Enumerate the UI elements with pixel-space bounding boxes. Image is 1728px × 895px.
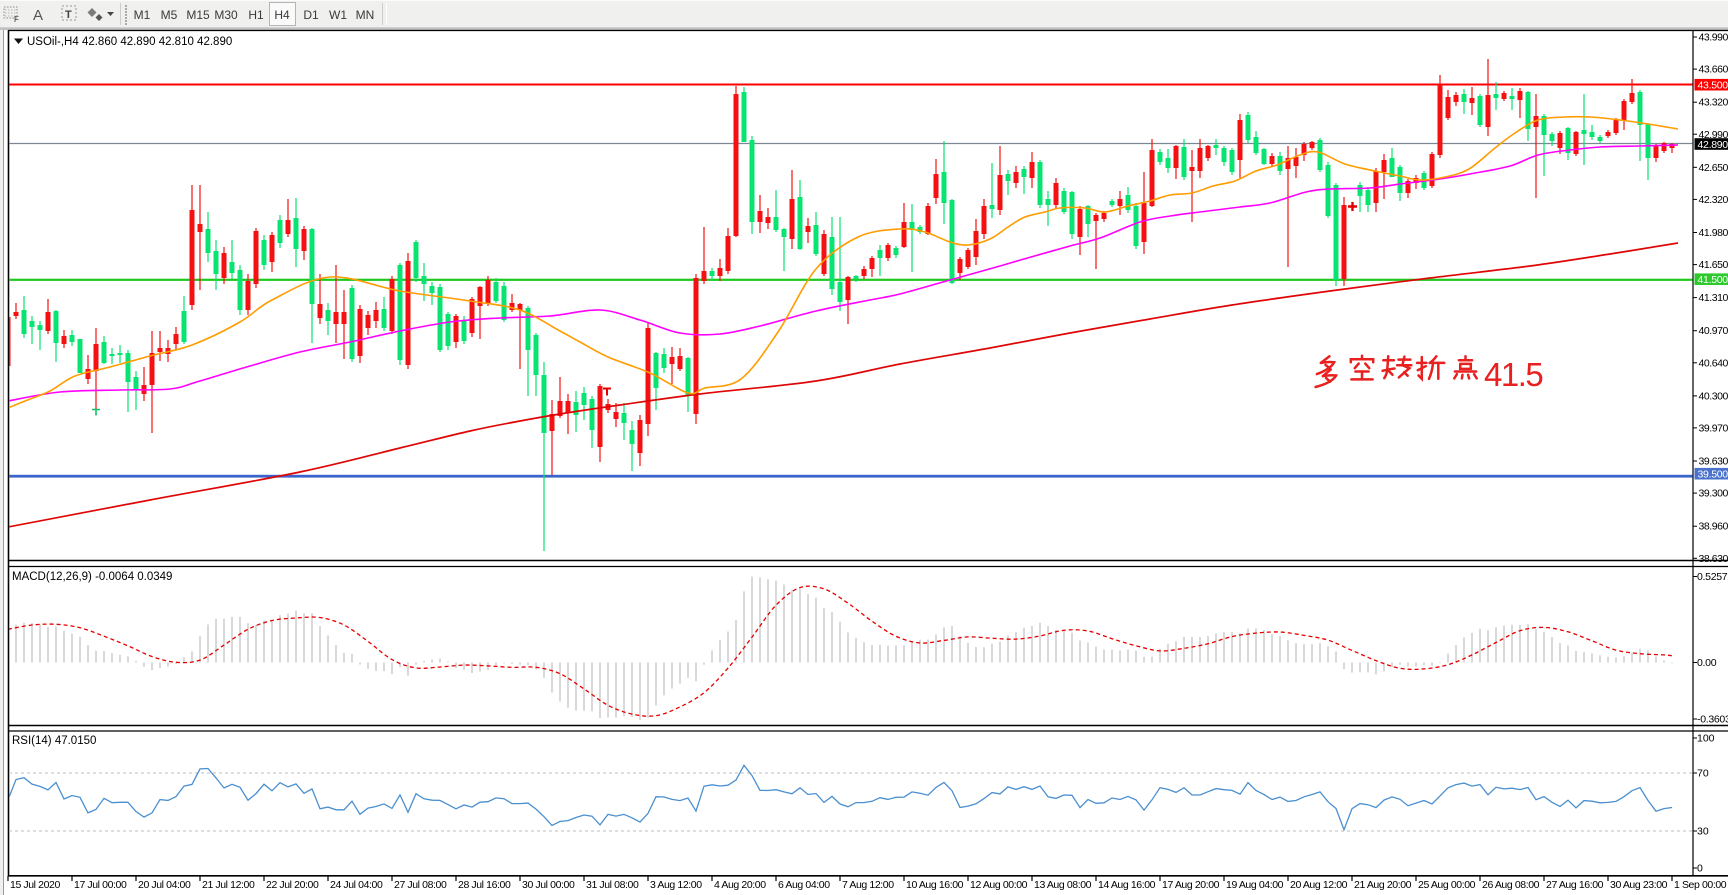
svg-text:43.500: 43.500 [1698,80,1728,92]
svg-text:T: T [65,9,72,21]
svg-text:39.500: 39.500 [1698,469,1728,481]
svg-text:H4: H4 [274,8,290,22]
svg-text:26 Aug 08:00: 26 Aug 08:00 [1482,879,1540,891]
svg-text:6 Aug 04:00: 6 Aug 04:00 [778,879,830,891]
svg-text:43.320: 43.320 [1699,97,1728,109]
svg-text:31 Jul 08:00: 31 Jul 08:00 [586,879,639,891]
svg-text:MN: MN [356,8,375,22]
svg-text:7 Aug 12:00: 7 Aug 12:00 [842,879,894,891]
svg-text:12 Aug 00:00: 12 Aug 00:00 [970,879,1028,891]
svg-text:1 Sep 00:00: 1 Sep 00:00 [1674,879,1727,891]
svg-text:40.300: 40.300 [1699,390,1728,402]
svg-text:39.970: 39.970 [1699,422,1728,434]
svg-text:20 Jul 04:00: 20 Jul 04:00 [138,879,191,891]
svg-text:22 Jul 20:00: 22 Jul 20:00 [266,879,319,891]
svg-text:M30: M30 [214,8,238,22]
svg-text:H1: H1 [248,8,264,22]
svg-text:14 Aug 16:00: 14 Aug 16:00 [1098,879,1156,891]
svg-text:10 Aug 16:00: 10 Aug 16:00 [906,879,964,891]
svg-text:39.300: 39.300 [1699,488,1728,500]
svg-text:0: 0 [1697,863,1703,875]
svg-text:42.890: 42.890 [1698,139,1728,151]
svg-text:15 Jul 2020: 15 Jul 2020 [10,879,60,891]
svg-text:43.660: 43.660 [1699,64,1728,76]
svg-text:RSI(14) 47.0150: RSI(14) 47.0150 [12,735,96,747]
svg-text:4 Aug 20:00: 4 Aug 20:00 [714,879,766,891]
svg-text:USOil-,H4 42.860 42.890 42.81: USOil-,H4 42.860 42.890 42.810 42.890 [27,36,232,48]
svg-text:42.990: 42.990 [1699,129,1728,141]
svg-text:21 Aug 20:00: 21 Aug 20:00 [1354,879,1412,891]
svg-text:25 Aug 00:00: 25 Aug 00:00 [1418,879,1476,891]
svg-text:38.630: 38.630 [1699,553,1728,565]
svg-text:17 Aug 20:00: 17 Aug 20:00 [1162,879,1220,891]
svg-text:41.980: 41.980 [1699,227,1728,239]
svg-text:42.650: 42.650 [1699,162,1728,174]
svg-text:24 Jul 04:00: 24 Jul 04:00 [330,879,383,891]
svg-text:13 Aug 08:00: 13 Aug 08:00 [1034,879,1092,891]
svg-text:30: 30 [1697,826,1709,838]
svg-text:21 Jul 12:00: 21 Jul 12:00 [202,879,255,891]
svg-text:D1: D1 [303,8,319,22]
svg-text:39.630: 39.630 [1699,456,1728,468]
svg-text:42.320: 42.320 [1699,194,1728,206]
svg-text:MACD(12,26,9) -0.0064 0.0349: MACD(12,26,9) -0.0064 0.0349 [12,571,172,583]
svg-text:41.650: 41.650 [1699,259,1728,271]
svg-text:A: A [33,7,43,24]
svg-text:27 Jul 08:00: 27 Jul 08:00 [394,879,447,891]
svg-text:M15: M15 [186,8,210,22]
svg-text:17 Jul 00:00: 17 Jul 00:00 [74,879,127,891]
svg-text:41.5: 41.5 [1484,356,1542,393]
svg-text:F: F [14,15,19,24]
svg-text:28 Jul 16:00: 28 Jul 16:00 [458,879,511,891]
svg-text:40.970: 40.970 [1699,325,1728,337]
svg-text:70: 70 [1697,768,1709,780]
svg-text:W1: W1 [329,8,347,22]
svg-text:0.5257: 0.5257 [1697,571,1728,583]
svg-text:M5: M5 [161,8,178,22]
svg-text:27 Aug 16:00: 27 Aug 16:00 [1546,879,1604,891]
svg-text:0.00: 0.00 [1697,657,1717,669]
svg-text:30 Aug 23:00: 30 Aug 23:00 [1610,879,1668,891]
svg-text:40.640: 40.640 [1699,357,1728,369]
svg-text:43.990: 43.990 [1699,32,1728,44]
svg-text:100: 100 [1697,733,1715,745]
svg-text:M1: M1 [134,8,151,22]
svg-text:30 Jul 00:00: 30 Jul 00:00 [522,879,575,891]
svg-text:20 Aug 12:00: 20 Aug 12:00 [1290,879,1348,891]
svg-text:38.960: 38.960 [1699,521,1728,533]
svg-text:19 Aug 04:00: 19 Aug 04:00 [1226,879,1284,891]
svg-text:-0.3603: -0.3603 [1697,714,1728,726]
svg-text:41.500: 41.500 [1698,274,1728,286]
svg-text:3 Aug 12:00: 3 Aug 12:00 [650,879,702,891]
svg-text:41.310: 41.310 [1699,292,1728,304]
